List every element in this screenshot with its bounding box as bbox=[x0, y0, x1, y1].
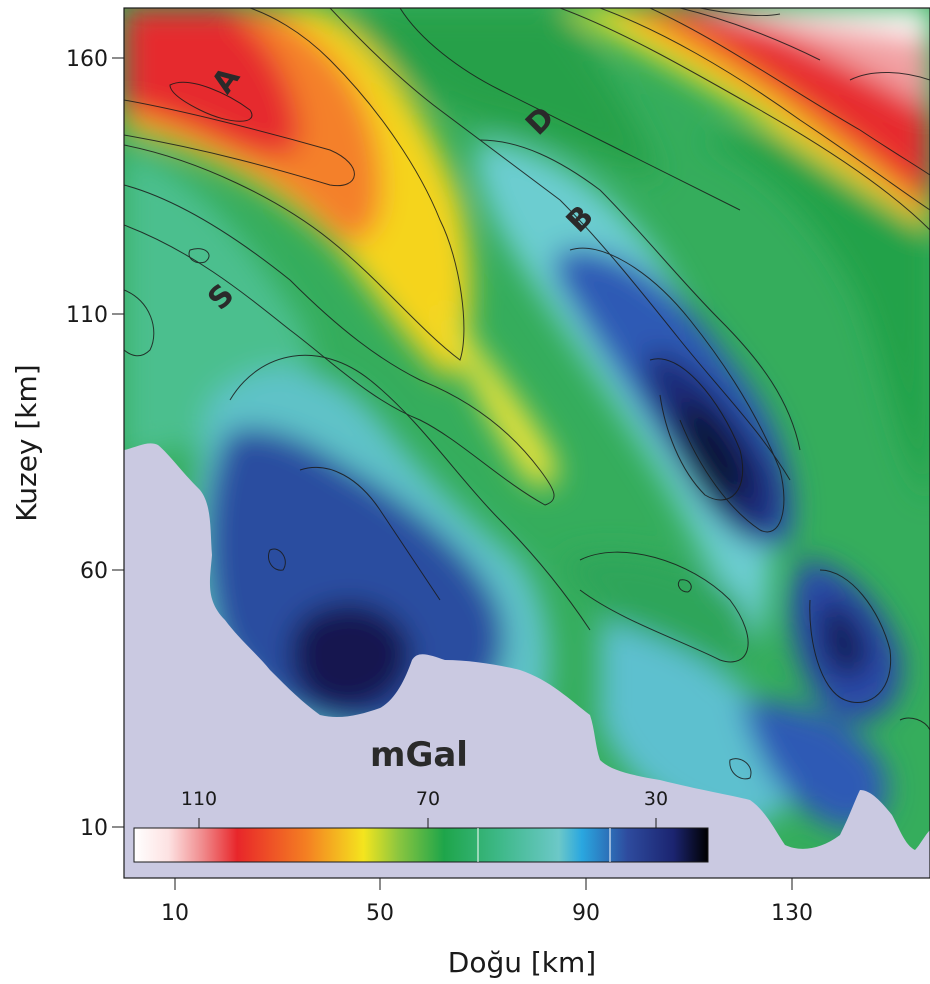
colorbar-unit-label: mGal bbox=[370, 735, 468, 775]
y-tick-label: 160 bbox=[66, 47, 108, 72]
contour-lines bbox=[124, 8, 930, 780]
x-tick-label: 130 bbox=[771, 901, 813, 926]
x-tick-label: 50 bbox=[366, 901, 394, 926]
x-tick-label: 10 bbox=[161, 901, 189, 926]
y-axis: 160 110 60 10 Kuzey [km] bbox=[10, 47, 124, 841]
y-tick-label: 60 bbox=[80, 559, 108, 584]
y-tick-label: 110 bbox=[66, 303, 108, 328]
y-axis-title: Kuzey [km] bbox=[10, 364, 43, 521]
colorbar-tick-label: 70 bbox=[416, 788, 440, 810]
y-tick-label: 10 bbox=[80, 816, 108, 841]
anomaly-field bbox=[124, 8, 930, 878]
x-axis-title: Doğu [km] bbox=[448, 946, 596, 979]
x-axis: 10 50 90 130 Doğu [km] bbox=[161, 878, 813, 979]
land-area bbox=[124, 443, 930, 878]
x-tick-label: 90 bbox=[572, 901, 600, 926]
colorbar-tick-label: 30 bbox=[644, 788, 668, 810]
colorbar-tick-label: 110 bbox=[181, 788, 217, 810]
colorbar: 110 70 30 bbox=[133, 788, 709, 863]
